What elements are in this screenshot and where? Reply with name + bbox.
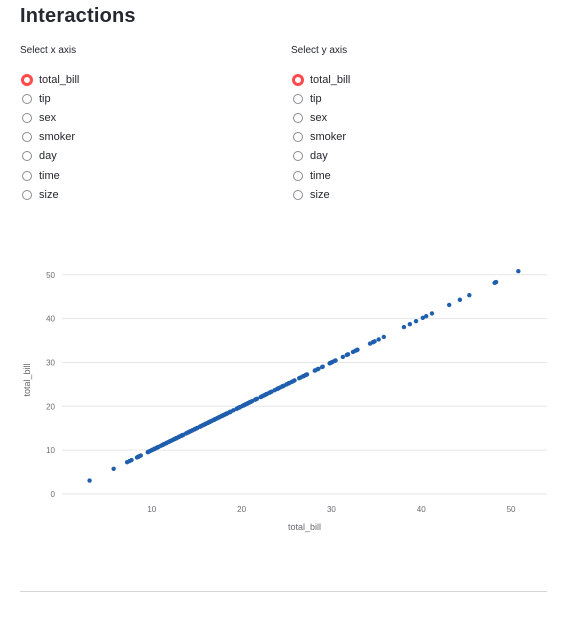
scatter-point[interactable] [467,292,472,298]
y-axis-option-1[interactable]: tip [291,89,491,108]
scatter-point[interactable] [376,337,381,342]
scatter-point[interactable] [138,453,143,458]
scatter-point[interactable] [320,364,325,369]
radio-option-label: total_bill [39,73,80,86]
y-axis-option-5[interactable]: time [291,166,491,185]
scatter-point[interactable] [381,334,387,340]
scatter-point[interactable] [345,352,351,357]
y-tick-label: 50 [46,271,55,280]
scatter-point[interactable] [372,339,377,344]
x-tick-label: 50 [507,505,516,514]
y-axis-radio-group: Select y axis total_bill tip sex smoker … [291,44,491,204]
y-tick-label: 20 [46,402,55,411]
radio-option-label: sex [39,111,57,124]
scatter-point[interactable] [446,302,452,308]
scatter-point[interactable] [493,279,499,285]
scatter-point[interactable] [129,457,134,463]
x-axis-option-1[interactable]: tip [20,89,220,108]
radio-option-label: smoker [39,131,76,144]
scatter-point[interactable] [292,378,297,383]
radio-icon[interactable] [22,93,32,104]
scatter-point[interactable] [429,311,435,316]
scatter-point[interactable] [401,324,407,330]
radio-icon[interactable] [21,73,33,86]
scatter-point[interactable] [413,318,419,324]
scatter-point[interactable] [87,478,92,483]
radio-option-label: time [310,169,331,182]
radio-icon[interactable] [293,93,303,104]
y-tick-label: 10 [46,446,55,455]
y-axis-option-4[interactable]: day [291,147,491,166]
radio-icon[interactable] [292,73,304,86]
y-axis-option-0[interactable]: total_bill [291,70,491,89]
y-axis-title: total_bill [22,363,32,396]
point-layer[interactable] [87,269,521,483]
x-axis-option-5[interactable]: time [20,166,220,185]
radio-option-label: tip [39,92,51,105]
scatter-point[interactable] [423,314,429,319]
radio-icon[interactable] [293,170,303,181]
x-axis-option-4[interactable]: day [20,147,220,166]
radio-icon[interactable] [22,132,32,143]
scatter-point[interactable] [316,366,321,372]
x-axis-option-0[interactable]: total_bill [20,70,220,89]
y-axis-select-label: Select y axis [291,45,348,56]
radio-icon[interactable] [22,189,32,200]
radio-option-label: size [39,188,59,201]
x-tick-label: 30 [327,505,336,514]
scatter-point[interactable] [457,297,463,302]
scatter-point[interactable] [111,466,116,471]
y-tick-label: 30 [46,358,55,367]
scatter-point[interactable] [304,372,310,377]
radio-option-label: day [310,150,328,163]
x-axis-title: total_bill [288,522,321,532]
x-tick-label: 40 [417,505,426,514]
scatter-point[interactable] [355,347,360,352]
scatter-point[interactable] [407,321,413,327]
divider [20,591,547,592]
y-axis-option-3[interactable]: smoker [291,128,491,147]
x-tick-label: 10 [147,505,156,514]
radio-option-label: total_bill [310,73,351,86]
y-tick-label: 40 [46,315,55,324]
radio-option-label: size [310,188,330,201]
tick-layer: 0 10 20 30 40 50 10 20 30 40 50 [46,271,516,514]
x-axis-option-3[interactable]: smoker [20,128,220,147]
y-axis-option-6[interactable]: size [291,185,491,204]
scatter-chart-svg[interactable]: 0 10 20 30 40 50 10 20 30 40 50 total_bill total_b… [20,262,555,537]
grid-layer [62,274,547,495]
scatter-point[interactable] [420,315,425,321]
x-axis-select-label: Select x axis [20,45,77,56]
radio-option-label: sex [310,111,328,124]
scatter-point[interactable] [254,396,260,402]
x-axis-radio-group: Select x axis total_bill tip sex smoker … [20,44,220,204]
radio-option-label: smoker [310,131,347,144]
y-axis-option-2[interactable]: sex [291,108,491,127]
radio-icon[interactable] [293,189,303,200]
page-title: Interactions [20,5,136,27]
radio-option-label: day [39,150,57,163]
x-tick-label: 20 [237,505,246,514]
radio-icon[interactable] [293,151,303,162]
scatter-point[interactable] [340,354,346,360]
radio-icon[interactable] [22,151,32,162]
radio-icon[interactable] [293,112,303,123]
scatter-point[interactable] [516,269,521,274]
x-axis-option-6[interactable]: size [20,185,220,204]
radio-option-label: time [39,169,60,182]
x-axis-option-2[interactable]: sex [20,108,220,127]
radio-option-label: tip [310,92,322,105]
radio-icon[interactable] [293,132,303,143]
y-tick-label: 0 [51,490,56,499]
radio-icon[interactable] [22,170,32,181]
radio-icon[interactable] [22,112,32,123]
scatter-point[interactable] [333,358,338,363]
scatter-chart[interactable]: 0 10 20 30 40 50 10 20 30 40 50 total_bill total_b… [20,262,555,537]
